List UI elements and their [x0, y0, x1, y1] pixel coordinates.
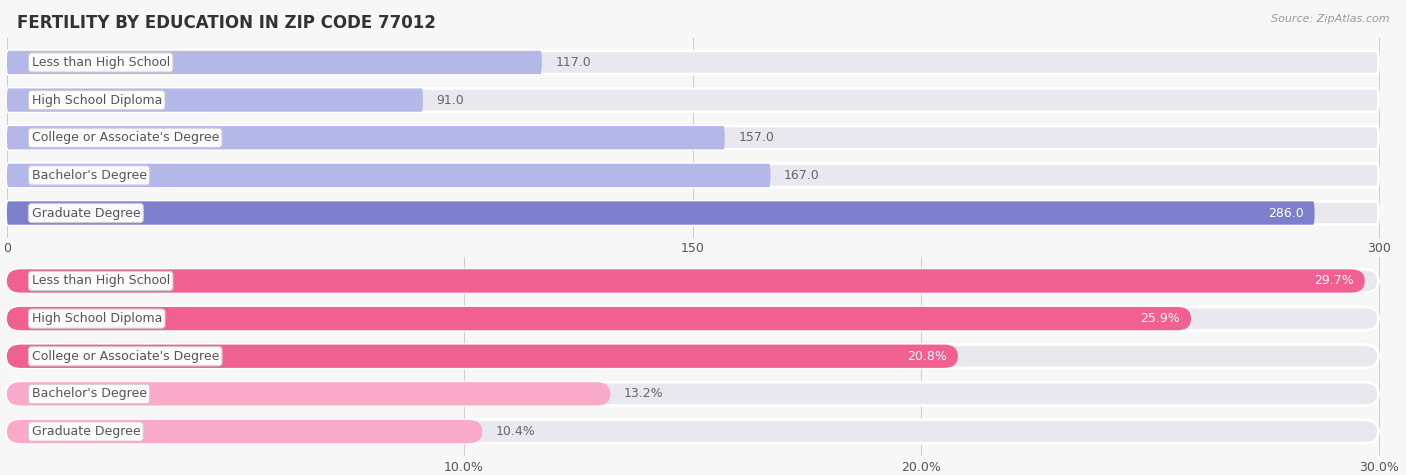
Text: 167.0: 167.0 [785, 169, 820, 182]
Text: Source: ZipAtlas.com: Source: ZipAtlas.com [1271, 14, 1389, 24]
Text: College or Associate's Degree: College or Associate's Degree [31, 350, 219, 363]
FancyBboxPatch shape [7, 51, 541, 74]
Text: 10.4%: 10.4% [496, 425, 536, 438]
FancyBboxPatch shape [7, 269, 1365, 293]
FancyBboxPatch shape [7, 164, 770, 187]
FancyBboxPatch shape [7, 164, 1378, 187]
FancyBboxPatch shape [7, 344, 1378, 368]
FancyBboxPatch shape [7, 382, 1378, 406]
FancyBboxPatch shape [7, 201, 1378, 225]
Text: Bachelor's Degree: Bachelor's Degree [31, 388, 146, 400]
Text: Bachelor's Degree: Bachelor's Degree [31, 169, 146, 182]
Text: 20.8%: 20.8% [907, 350, 946, 363]
FancyBboxPatch shape [7, 269, 1378, 293]
FancyBboxPatch shape [7, 420, 1378, 443]
FancyBboxPatch shape [7, 126, 724, 150]
Text: College or Associate's Degree: College or Associate's Degree [31, 131, 219, 144]
Text: 13.2%: 13.2% [624, 388, 664, 400]
Text: Less than High School: Less than High School [31, 275, 170, 287]
Text: High School Diploma: High School Diploma [31, 94, 162, 106]
Text: 25.9%: 25.9% [1140, 312, 1180, 325]
FancyBboxPatch shape [7, 307, 1378, 330]
Text: Graduate Degree: Graduate Degree [31, 425, 141, 438]
Text: 91.0: 91.0 [437, 94, 464, 106]
FancyBboxPatch shape [7, 88, 1378, 112]
Text: 29.7%: 29.7% [1315, 275, 1354, 287]
FancyBboxPatch shape [7, 51, 1378, 74]
FancyBboxPatch shape [7, 344, 957, 368]
Text: High School Diploma: High School Diploma [31, 312, 162, 325]
Text: 157.0: 157.0 [738, 131, 775, 144]
FancyBboxPatch shape [7, 126, 1378, 150]
Text: Graduate Degree: Graduate Degree [31, 207, 141, 219]
Text: 117.0: 117.0 [555, 56, 592, 69]
Text: FERTILITY BY EDUCATION IN ZIP CODE 77012: FERTILITY BY EDUCATION IN ZIP CODE 77012 [17, 14, 436, 32]
FancyBboxPatch shape [7, 307, 1191, 330]
FancyBboxPatch shape [7, 88, 423, 112]
Text: Less than High School: Less than High School [31, 56, 170, 69]
FancyBboxPatch shape [7, 420, 482, 443]
FancyBboxPatch shape [7, 382, 610, 406]
Text: 286.0: 286.0 [1268, 207, 1303, 219]
FancyBboxPatch shape [7, 201, 1315, 225]
